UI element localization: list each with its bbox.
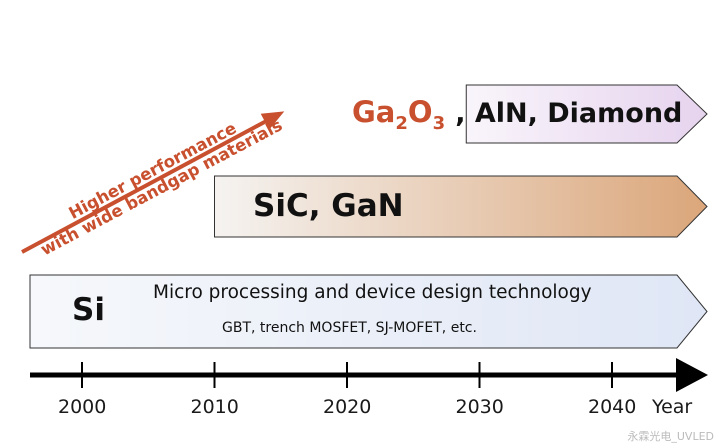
timeline-arrowhead xyxy=(676,358,708,392)
tick-label-2030: 2030 xyxy=(455,396,504,418)
watermark: 永霖光电_UVLED xyxy=(627,430,714,443)
performance-arrowhead xyxy=(260,111,285,130)
tick-label-2020: 2020 xyxy=(323,396,372,418)
sic-gan-label: SiC, GaN xyxy=(253,188,404,224)
si-examples: GBT, trench MOSFET, SJ-MOFET, etc. xyxy=(222,320,477,336)
tick-label-2000: 2000 xyxy=(58,396,107,418)
tick-label-2010: 2010 xyxy=(190,396,239,418)
ga2o3-aln-diamond-band xyxy=(465,84,708,144)
aln-diamond-text: , AlN, Diamond xyxy=(455,98,683,129)
si-label: Si xyxy=(72,292,105,328)
si-description: Micro processing and device design techn… xyxy=(153,282,592,303)
sic-gan-band xyxy=(214,175,708,238)
tick-label-2040: 2040 xyxy=(588,396,637,418)
ga2o3-formula: Ga2O3 xyxy=(352,95,446,134)
performance-arrow xyxy=(21,116,273,254)
year-unit-label: Year xyxy=(652,396,693,418)
ga2o3-aln-diamond-label: Ga2O3 , AlN, Diamond xyxy=(352,95,682,134)
si-band xyxy=(29,274,708,349)
